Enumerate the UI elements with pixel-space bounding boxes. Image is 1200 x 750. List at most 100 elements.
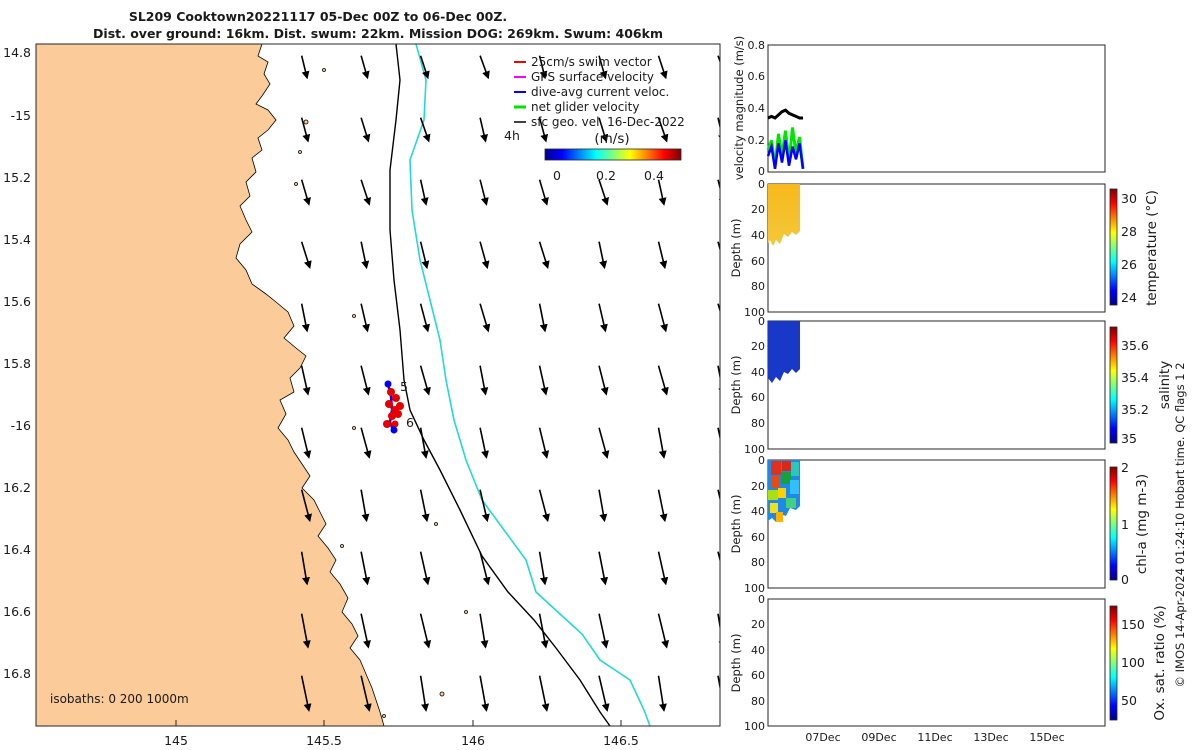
geo-velocity-arrow	[419, 551, 431, 586]
geo-velocity-arrow	[657, 241, 668, 270]
chla-cbar-label: chl-a (mg m-3)	[1134, 474, 1150, 574]
salinity-ylabel: Depth (m)	[729, 356, 743, 415]
map-y-tick: 14.8	[3, 45, 31, 60]
geo-velocity-arrow	[300, 179, 311, 206]
chla-colorbar	[1109, 466, 1118, 581]
track-label-6: 6	[406, 415, 414, 430]
geo-velocity-arrow	[717, 179, 720, 206]
geo-velocity-arrow	[419, 241, 430, 270]
map-x-tick: 145	[164, 733, 188, 748]
geo-velocity-arrow	[479, 303, 491, 333]
map-y-tick: 16.6	[3, 604, 31, 619]
oxygen-cbar-label: Ox. sat. ratio (%)	[1152, 605, 1168, 720]
map-colorbar: (m/s) 0 0.2 0.4	[544, 131, 682, 183]
salinity-cbar-tick: 35.6	[1121, 338, 1149, 353]
geo-velocity-arrow	[538, 551, 548, 586]
velocity-ytick: 0.6	[748, 70, 766, 83]
map-y-tick: -16	[11, 418, 31, 433]
geo-velocity-arrow	[300, 427, 312, 459]
geo-velocity-arrow	[419, 179, 429, 206]
temperature-frame	[767, 183, 1106, 313]
legend-item-geo: sfc geo. vel. 16-Dec-2022	[531, 115, 685, 129]
geo-velocity-arrow	[717, 303, 720, 314]
geo-velocity-arrow	[419, 303, 431, 333]
isobath-1000m	[409, 44, 651, 726]
oxygen-xtick: 15Dec	[1029, 731, 1064, 744]
temperature-ylabel: Depth (m)	[729, 219, 743, 278]
chla-cbar-tick: 2	[1121, 460, 1129, 475]
map-colorbar-bar	[544, 148, 682, 161]
oxygen-xtick: 09Dec	[861, 731, 896, 744]
track-label-5: 5	[400, 379, 408, 394]
legend-item-current: dive-avg current veloc.	[531, 85, 669, 99]
oxygen-ylabel: Depth (m)	[729, 634, 743, 693]
oxygen-panel: 0 20 40 60 80 100 Depth (m) 50 100 150 O…	[729, 593, 1168, 744]
oxygen-ytick: 0	[758, 593, 765, 606]
map-colorbar-tick: 0.4	[644, 168, 664, 183]
geo-velocity-arrow	[717, 427, 720, 459]
geo-velocity-arrow	[419, 365, 431, 396]
map-y-tick: 15.6	[3, 294, 31, 309]
oxygen-cbar-tick: 150	[1121, 617, 1145, 632]
geo-velocity-arrows	[300, 55, 720, 712]
geo-velocity-arrow	[300, 489, 312, 523]
temperature-cbar-tick: 30	[1121, 191, 1137, 206]
oxygen-cbar-tick: 50	[1121, 693, 1137, 708]
map-y-tick: 15.2	[3, 170, 31, 185]
chla-frame	[767, 459, 1106, 589]
geo-velocity-arrow	[479, 551, 491, 586]
oxygen-ytick: 80	[751, 695, 765, 708]
geo-velocity-arrow	[598, 55, 608, 80]
chla-section	[768, 460, 800, 522]
geo-velocity-arrow	[657, 551, 669, 586]
map-y-ticks: 14.8 -15 15.2 15.4 15.6 15.8 -16 16.2 16…	[3, 45, 31, 681]
salinity-cbar-tick: 35	[1121, 431, 1137, 446]
geo-velocity-arrow	[300, 55, 310, 80]
geo-velocity-arrow	[538, 241, 550, 270]
geo-velocity-arrow	[479, 117, 488, 143]
geo-velocity-arrow	[657, 55, 668, 80]
geo-velocity-arrow	[479, 365, 489, 396]
geo-velocity-arrow	[300, 303, 310, 333]
geo-velocity-arrow	[300, 241, 312, 270]
geo-velocity-arrow	[300, 551, 310, 586]
temperature-ytick: 0	[758, 178, 765, 191]
oxygen-ytick: 20	[751, 618, 765, 631]
geo-velocity-arrow	[300, 365, 311, 396]
velocity-ytick: 0.4	[748, 102, 766, 115]
map-y-tick: -15	[11, 108, 31, 123]
oxygen-xtick: 11Dec	[917, 731, 952, 744]
geo-velocity-arrow	[419, 117, 431, 143]
geo-velocity-arrow	[479, 613, 489, 649]
velocity-panel: 0 0.2 0.4 0.6 0.8 velocity magnitude (m/…	[732, 36, 1106, 180]
salinity-ytick: 80	[751, 417, 765, 430]
temperature-ytick: 100	[744, 306, 765, 319]
credit-text: © IMOS 14-Apr-2024 01:24:10 Hobart time.…	[1173, 362, 1187, 687]
geo-velocity-arrow	[479, 675, 490, 712]
salinity-cbar-label: salinity	[1157, 361, 1173, 409]
geo-velocity-arrow	[717, 551, 720, 563]
chla-ytick: 0	[758, 454, 765, 467]
velocity-ytick: 0.8	[748, 39, 766, 52]
velocity-series-current	[766, 140, 805, 169]
velocity-ytick: 0	[758, 165, 765, 178]
geo-velocity-arrow	[419, 675, 429, 712]
geo-velocity-arrow	[717, 675, 720, 712]
chla-ytick: 80	[751, 556, 765, 569]
geo-velocity-arrow	[717, 55, 720, 64]
map-colorbar-label: (m/s)	[594, 131, 629, 147]
geo-velocity-arrow	[538, 613, 549, 649]
salinity-ytick: 60	[751, 391, 765, 404]
geo-velocity-arrow	[419, 55, 430, 80]
geo-velocity-arrow	[598, 489, 608, 523]
geo-velocity-arrow	[598, 303, 608, 333]
geo-velocity-arrow	[360, 179, 372, 206]
geo-velocity-arrow	[657, 117, 669, 143]
geo-velocity-arrow	[300, 117, 311, 143]
temperature-colorbar	[1109, 188, 1118, 306]
map-x-tick: 146.5	[603, 733, 639, 748]
chla-ytick: 100	[744, 582, 765, 595]
geo-velocity-arrow	[598, 551, 609, 586]
geo-velocity-arrow	[360, 675, 372, 712]
